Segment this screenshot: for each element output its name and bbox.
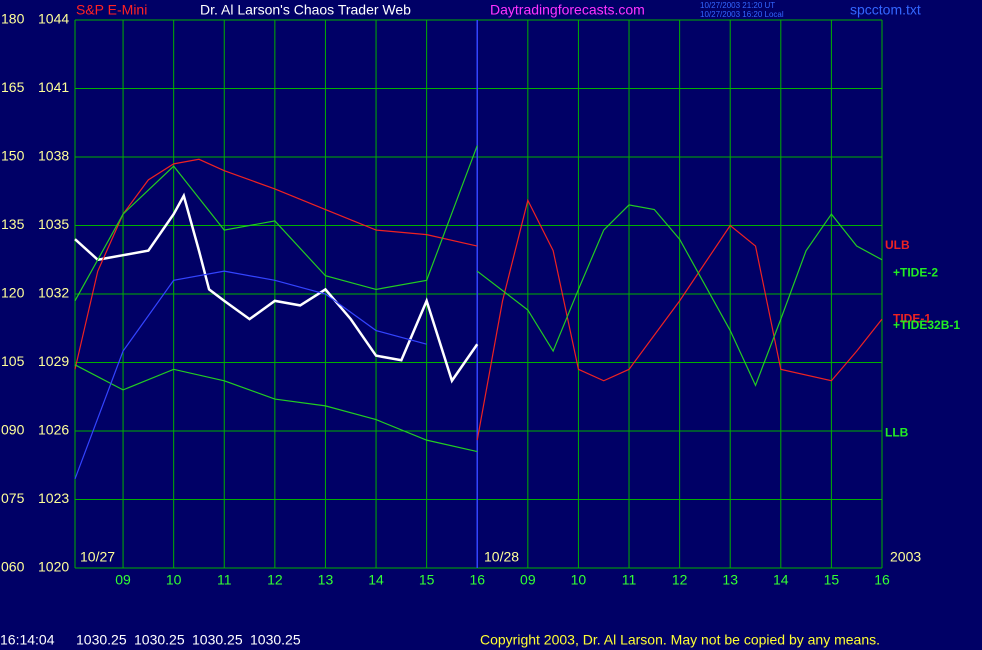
- date-label: 10/27: [80, 549, 115, 565]
- y-tick-label: 1023: [38, 490, 69, 506]
- y-tick-label: 1038: [38, 148, 69, 164]
- quote: 1030.25: [134, 632, 185, 648]
- series-label: +TIDE32B-1: [893, 318, 960, 332]
- x-tick-label: 16: [469, 572, 485, 588]
- quote: 1030.25: [250, 632, 301, 648]
- x-tick-label: 10: [571, 572, 587, 588]
- y-tick-label: 1035: [38, 216, 69, 232]
- quote: 1030.25: [76, 632, 127, 648]
- chart-title: Dr. Al Larson's Chaos Trader Web: [200, 2, 411, 18]
- x-tick-label: 09: [520, 572, 536, 588]
- y-tick-label: 1044: [38, 11, 69, 27]
- series-line: [476, 198, 883, 441]
- y-tick-label: 1020: [38, 559, 69, 575]
- series-line: [74, 145, 478, 302]
- site: Daytradingforecasts.com: [490, 2, 645, 18]
- x-tick-label: 12: [672, 572, 688, 588]
- series-line: [74, 192, 479, 384]
- x-tick-label: 11: [217, 572, 232, 588]
- time-local: 10/27/2003 16:20 Local: [700, 10, 784, 19]
- footer-time: 16:14:04: [0, 632, 55, 648]
- time-ut: 10/27/2003 21:20 UT: [700, 1, 775, 10]
- series-line: [74, 158, 478, 370]
- y2-tick-label: 180: [1, 11, 25, 27]
- y-tick-label: 1029: [38, 353, 69, 369]
- x-tick-label: 13: [318, 572, 334, 588]
- y-tick-label: 1032: [38, 285, 69, 301]
- date-label: 2003: [890, 549, 921, 565]
- x-tick-label: 10: [166, 572, 182, 588]
- x-tick-label: 12: [267, 572, 283, 588]
- series-line: [74, 270, 427, 480]
- copyright: Copyright 2003, Dr. Al Larson. May not b…: [480, 632, 880, 648]
- x-tick-label: 09: [115, 572, 131, 588]
- x-tick-label: 15: [824, 572, 840, 588]
- y-tick-label: 1026: [38, 422, 69, 438]
- x-tick-label: 15: [419, 572, 435, 588]
- symbol: S&P E-Mini: [76, 2, 147, 18]
- y2-tick-label: 120: [1, 285, 25, 301]
- file-name: spcctom.txt: [850, 2, 921, 18]
- series-label: LLB: [885, 425, 909, 439]
- date-label: 10/28: [484, 549, 519, 565]
- x-tick-label: 13: [722, 572, 738, 588]
- quote: 1030.25: [192, 632, 243, 648]
- y2-tick-label: 150: [1, 148, 25, 164]
- y-tick-label: 1041: [38, 79, 69, 95]
- x-tick-label: 16: [874, 572, 890, 588]
- x-tick-label: 11: [622, 572, 637, 588]
- y2-tick-label: 090: [1, 422, 25, 438]
- series-label: TIDE-1: [893, 311, 931, 325]
- series-line: [74, 364, 478, 453]
- x-tick-label: 14: [773, 572, 789, 588]
- series-label: ULB: [885, 238, 910, 252]
- y2-tick-label: 060: [1, 559, 25, 575]
- y2-tick-label: 105: [1, 353, 25, 369]
- y2-tick-label: 135: [1, 216, 25, 232]
- x-tick-label: 14: [368, 572, 384, 588]
- series-label: +TIDE-2: [893, 266, 938, 280]
- series-line: [476, 204, 883, 387]
- y2-tick-label: 165: [1, 79, 25, 95]
- y2-tick-label: 075: [1, 490, 25, 506]
